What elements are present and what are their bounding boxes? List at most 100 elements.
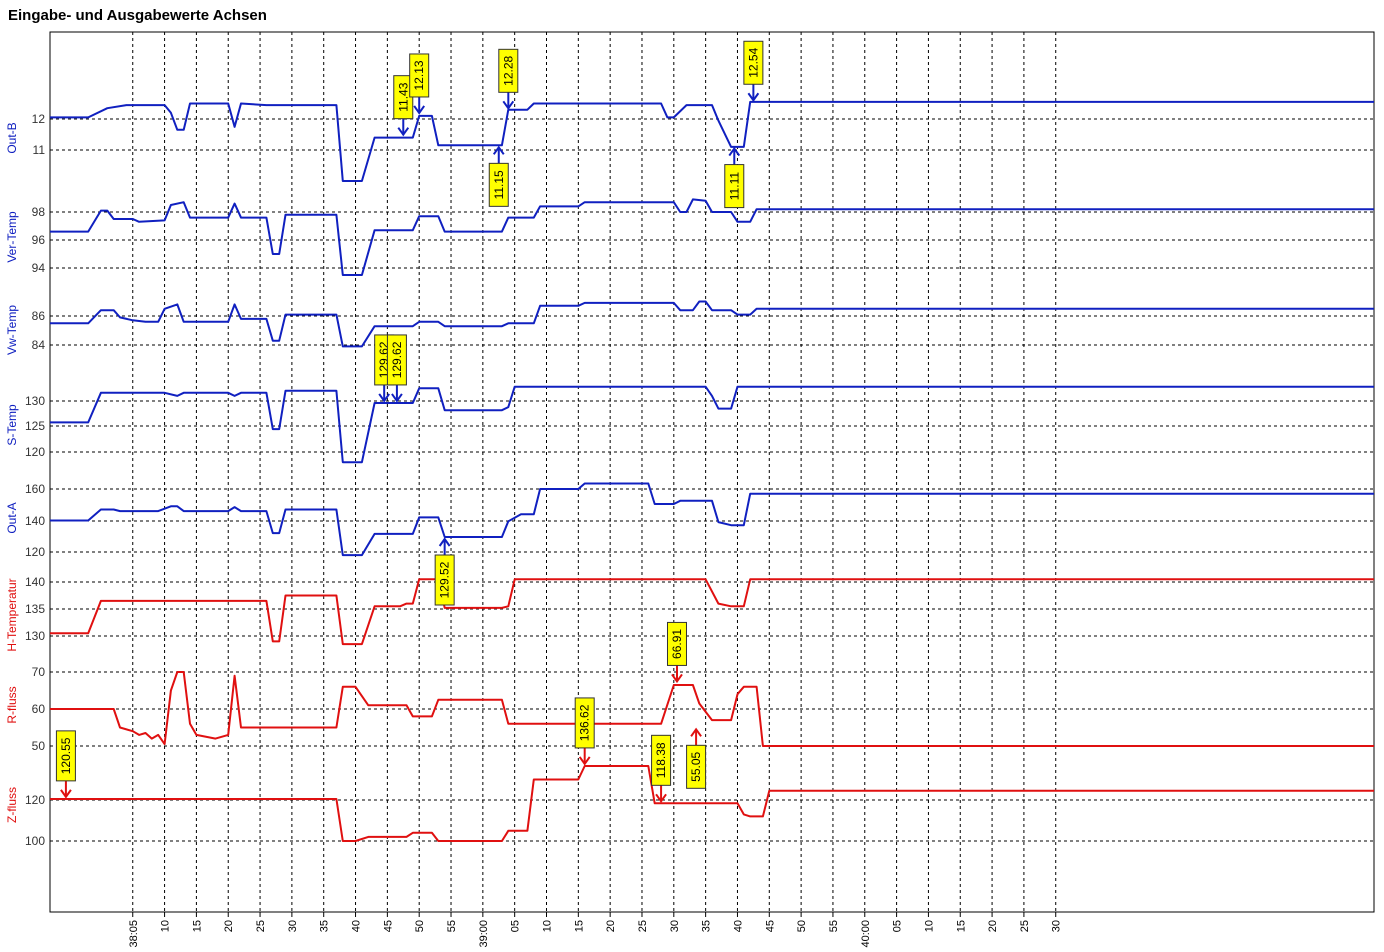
y-tick-label: 98: [32, 205, 46, 219]
annotation-box: [724, 164, 745, 209]
series-line: [50, 100, 1374, 182]
y-tick-label: 100: [25, 834, 45, 848]
value-annotation: 136.62: [574, 697, 595, 766]
y-tick-label: 94: [32, 261, 46, 275]
annotation-arrowhead: [397, 127, 410, 137]
annotation-label: 118.38: [654, 742, 668, 778]
annotation-label: 120.55: [59, 737, 73, 774]
x-tick-label: 20: [223, 920, 235, 932]
x-tick-label: 45: [764, 920, 776, 932]
x-tick-label: 15: [955, 920, 967, 932]
annotation-label: 12.28: [501, 55, 515, 85]
annotation-label: 55.05: [689, 751, 703, 781]
y-tick-label: 11: [33, 143, 46, 157]
axis-label: S-Temp: [5, 404, 19, 446]
x-tick-label: 55: [828, 920, 840, 932]
annotation-arrowhead: [413, 105, 426, 115]
chart-title: Eingabe- und Ausgabewerte Achsen: [8, 7, 267, 24]
annotation-label: 11.11: [727, 172, 741, 201]
y-tick-label: 50: [32, 739, 46, 753]
annotation-arrowhead: [690, 727, 702, 737]
value-annotation: 11.11: [724, 146, 745, 209]
x-tick-label: 20: [987, 920, 999, 932]
annotation-arrowhead: [438, 537, 451, 547]
x-tick-label: 05: [510, 920, 522, 932]
series-line: [50, 765, 1374, 842]
axis-label: Vw-Temp: [5, 305, 19, 355]
axis-label: Out-B: [5, 122, 19, 153]
y-tick-label: 140: [25, 575, 45, 589]
annotation-arrowhead: [60, 789, 72, 799]
annotation-arrowhead: [578, 756, 591, 766]
x-tick-label: 35: [319, 920, 331, 932]
annotation-arrowhead: [655, 793, 667, 804]
x-tick-label: 50: [414, 920, 426, 932]
value-annotation: 129.52: [434, 537, 455, 606]
y-tick-label: 140: [25, 514, 45, 528]
value-annotation: 66.91: [666, 621, 687, 684]
series-line: [50, 300, 1374, 348]
x-tick-label: 10: [160, 920, 172, 932]
x-tick-label: 15: [191, 920, 203, 932]
value-annotation: 12.13: [409, 53, 430, 115]
axis-label: Ver-Temp: [5, 211, 19, 263]
y-tick-label: 60: [32, 702, 46, 716]
x-tick-label: 45: [382, 920, 394, 932]
series-line: [50, 482, 1374, 557]
axis-label: R-fluss: [5, 686, 19, 723]
annotation-box: [434, 554, 455, 606]
x-tick-label: 35: [701, 920, 713, 932]
y-tick-label: 120: [25, 545, 45, 559]
y-tick-label: 86: [32, 309, 46, 323]
value-annotation: 12.54: [743, 40, 764, 102]
annotation-arrowhead: [728, 146, 741, 157]
series-line: [50, 578, 1374, 646]
x-tick-label: 40:00: [860, 920, 872, 948]
x-tick-label: 30: [669, 920, 681, 932]
y-tick-label: 70: [32, 665, 46, 679]
annotation-arrowhead: [378, 393, 390, 403]
annotation-arrowhead: [671, 673, 683, 684]
x-tick-label: 10: [923, 920, 935, 932]
annotation-box: [409, 53, 430, 98]
annotation-label: 66.91: [670, 629, 684, 659]
x-tick-label: 30: [287, 920, 299, 932]
y-tick-label: 12: [32, 112, 46, 126]
axis-label: Out-A: [5, 502, 19, 533]
series-line: [50, 671, 1374, 747]
x-tick-label: 30: [1051, 920, 1063, 932]
series-line: [50, 385, 1374, 464]
x-tick-label: 38:05: [128, 920, 140, 948]
annotation-label: 129.62: [390, 341, 404, 378]
value-annotation: 129.62: [386, 334, 407, 403]
x-tick-label: 25: [637, 920, 649, 932]
annotation-label: 129.52: [438, 561, 452, 598]
annotation-box: [743, 40, 764, 85]
x-tick-label: 20: [605, 920, 617, 932]
annotation-box: [498, 48, 519, 93]
annotation-arrowhead: [492, 145, 505, 155]
axis-label: H-Temperatur: [5, 578, 19, 651]
annotation-box: [55, 730, 76, 782]
value-annotation: 120.55: [55, 730, 76, 799]
annotation-arrowhead: [747, 92, 760, 102]
x-tick-label: 25: [1019, 920, 1031, 932]
x-tick-label: 25: [255, 920, 267, 932]
value-annotation: 11.15: [488, 145, 509, 207]
value-annotation: 12.28: [498, 48, 519, 111]
annotation-label: 12.13: [412, 60, 426, 90]
y-tick-label: 120: [25, 793, 45, 807]
annotation-label: 136.62: [578, 704, 592, 741]
y-tick-label: 130: [25, 394, 45, 408]
x-tick-label: 39:00: [478, 920, 490, 948]
y-tick-label: 130: [25, 629, 45, 643]
value-annotation: 55.05: [686, 727, 707, 789]
x-tick-label: 05: [892, 920, 904, 932]
annotation-box: [386, 334, 407, 386]
annotation-box: [651, 734, 672, 786]
value-annotation: 118.38: [651, 734, 672, 804]
annotation-label: 11.43: [396, 82, 410, 111]
y-tick-label: 135: [25, 602, 45, 616]
annotation-arrowhead: [391, 393, 403, 403]
